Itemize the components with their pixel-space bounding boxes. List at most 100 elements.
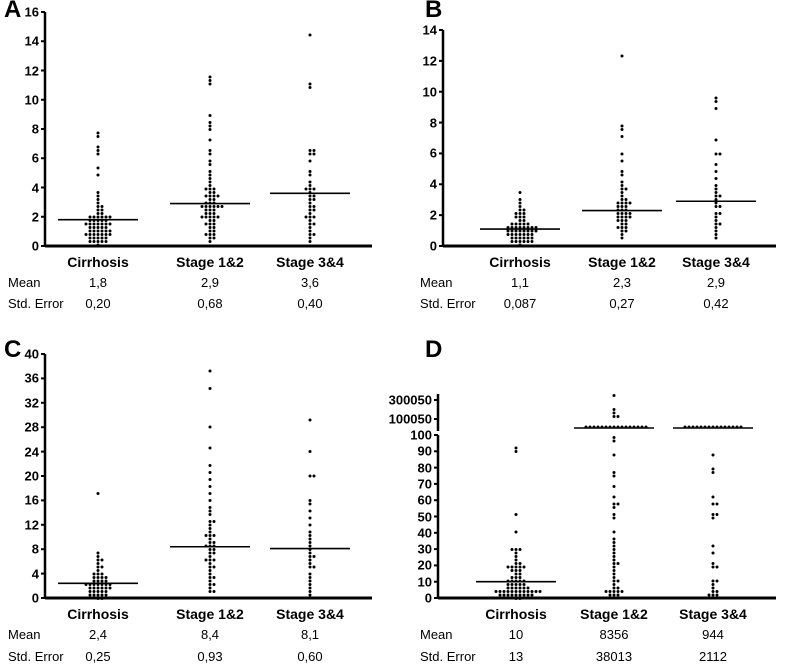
data-point [514,583,518,586]
data-point [620,226,624,229]
data-point [204,212,208,215]
data-point [308,180,312,184]
data-point [711,579,715,583]
y-tick-label: 16 [24,4,39,20]
y-tick-label: 14 [24,33,39,49]
data-point [204,558,208,562]
data-point [212,541,216,544]
data-point [88,229,92,233]
data-point [612,572,616,576]
data-point [212,233,216,236]
data-point [92,572,96,576]
data-point [100,215,104,219]
data-point [711,495,715,499]
data-point [612,593,616,597]
data-point [208,159,212,163]
data-point [518,240,522,243]
data-point [308,509,312,513]
data-point [518,590,522,593]
data-point [518,208,522,212]
data-point [612,408,616,411]
data-point [208,205,212,208]
data-point [616,212,620,215]
data-point [612,495,616,499]
data-point [514,548,518,551]
data-point [308,593,312,597]
std-error-value: 2112 [699,649,727,664]
data-point [208,548,212,551]
data-point [208,527,212,530]
data-point [522,240,526,243]
mean-value: 2,4 [88,627,108,642]
data-point [620,187,624,191]
data-point [616,562,620,565]
data-point [510,233,514,236]
y-tick-label: 14 [422,22,437,38]
data-point [92,590,96,593]
data-point [208,184,212,187]
data-point [304,187,308,191]
data-point [96,236,100,240]
data-point [612,569,616,572]
data-point [208,579,212,583]
y-tick-label: 12 [24,63,39,78]
data-point [96,572,100,576]
std-error-value: 0,40 [297,296,323,311]
data-point [498,593,502,597]
data-point [620,236,624,240]
data-point [522,586,526,590]
data-point [514,233,518,236]
data-point [208,114,212,117]
data-point [624,187,628,191]
data-point [502,593,506,597]
data-point [506,565,510,569]
std-error-value: 38013 [595,649,633,664]
data-point [88,236,92,240]
data-point [522,212,526,215]
data-point [514,555,518,558]
data-point [616,579,620,583]
data-point [96,226,100,229]
data-point [612,453,616,457]
data-point [208,387,212,390]
data-point [612,439,616,443]
mean-value: 10 [508,627,524,642]
data-point [308,187,312,191]
y-tick-label: 0 [31,238,39,254]
data-point [624,215,628,219]
data-point [312,205,316,208]
y-tick-label: 50 [417,509,432,524]
data-point [514,572,518,576]
data-point [510,548,514,551]
data-point [92,579,96,583]
data-point [714,152,718,156]
std-error-value: 0,25 [85,649,111,664]
data-point [212,548,216,551]
mean-value: 3,6 [300,275,320,290]
panel-label-a: A [4,0,22,23]
data-point [312,208,316,212]
y-tick-label: 0 [424,590,432,606]
data-point [612,551,616,555]
data-point [308,537,312,541]
data-point [711,590,715,593]
data-point [714,205,718,208]
data-point [612,562,616,565]
data-point [100,597,104,600]
data-point [526,590,530,593]
data-point [620,173,624,177]
data-point [208,506,212,509]
data-point [212,520,216,523]
data-point [714,107,718,110]
data-point [612,474,616,478]
data-point [711,502,715,506]
y-tick-label: 36 [24,370,39,386]
data-point [714,191,718,194]
data-point [514,229,518,233]
data-point [312,152,316,156]
data-point [514,450,518,453]
data-point [212,205,216,208]
panel-label-c: C [4,336,22,363]
data-point [92,233,96,236]
